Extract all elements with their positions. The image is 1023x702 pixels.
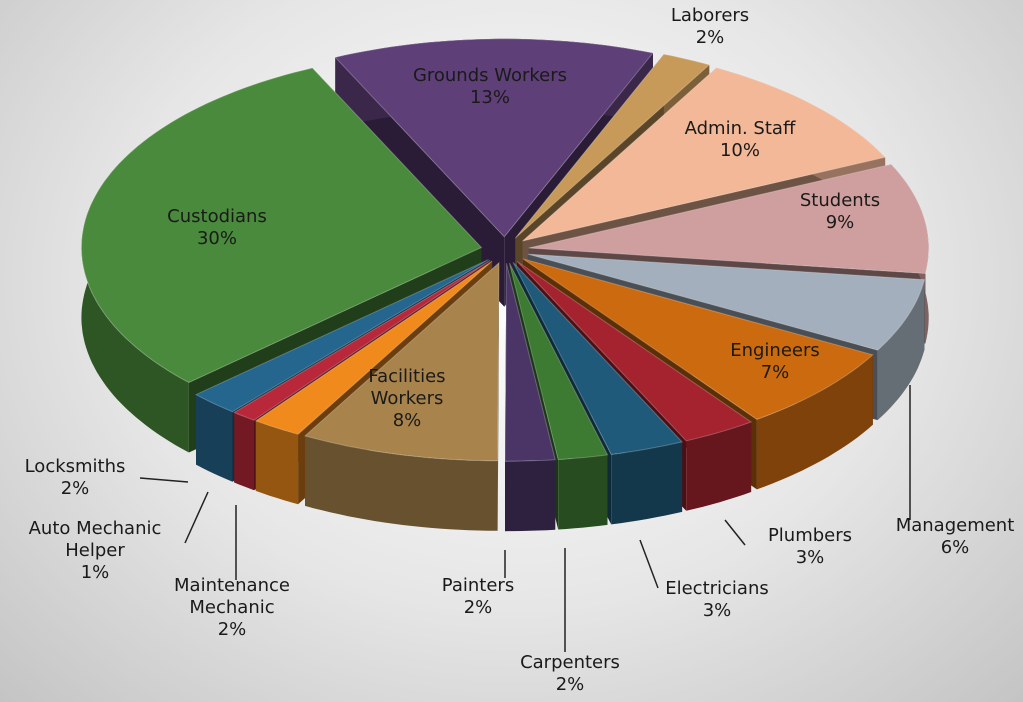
slice-side [686,422,752,511]
slice-side [558,454,608,530]
value-label: 9% [825,212,855,233]
slice [522,67,887,242]
leader-line [724,519,746,546]
slice [522,258,874,420]
slice-side [305,435,498,531]
category-name: Facilities Workers [368,366,446,409]
value-label: 6% [940,537,970,558]
category-name: Locksmiths [24,456,126,477]
category-name: Custodians [167,206,267,227]
value-label: 30% [196,228,237,249]
slice-label: Facilities Workers 8% [352,366,462,432]
slice [303,261,500,462]
slice-label: Painters 2% [418,575,538,619]
slice-label: Engineers 7% [705,340,845,384]
slice-label: Auto Mechanic Helper 1% [10,518,180,584]
slice-label: Management 6% [885,515,1023,559]
value-label: 3% [795,547,825,568]
slice [194,259,489,413]
category-name: Management [895,515,1015,536]
slice [512,262,684,455]
value-label: 2% [463,597,493,618]
slice-side [255,420,299,505]
slice-label: Locksmiths 2% [10,456,140,500]
slice-side [611,441,683,525]
value-label: 2% [555,674,585,695]
slice [528,163,930,275]
category-name: Electricians [665,578,769,599]
value-label: 2% [695,27,725,48]
value-label: 10% [719,140,760,161]
slice [254,260,493,435]
slice-label: Plumbers 3% [750,525,870,569]
value-label: 2% [217,619,247,640]
leader-line [639,539,659,589]
category-name: Plumbers [767,525,853,546]
slice [508,262,609,461]
category-name: Admin. Staff [684,118,796,139]
category-name: Auto Mechanic Helper [28,518,162,561]
slice-label: Laborers 2% [650,5,770,49]
slice [334,38,654,238]
leader-line [139,477,189,483]
value-label: 8% [392,410,422,431]
category-name: Engineers [730,340,820,361]
slice-side [196,394,233,482]
slice-side [234,412,254,491]
slice [516,260,753,442]
slice-label: Maintenance Mechanic 2% [157,575,307,641]
slice [527,253,926,351]
value-label: 13% [469,87,510,108]
slice-label: Carpenters 2% [500,652,640,696]
category-name: Students [799,190,881,211]
value-label: 1% [80,562,110,583]
value-label: 2% [60,478,90,499]
value-label: 3% [702,600,732,621]
slice-label: Electricians 3% [647,578,787,622]
category-name: Grounds Workers [412,65,568,86]
leader-line [184,491,209,544]
slice-label: Custodians 30% [147,206,287,250]
slice [514,53,711,239]
slice [504,263,556,462]
category-name: Laborers [670,5,750,26]
slice-label: Grounds Workers 13% [390,65,590,109]
slice-side [756,354,873,490]
slice-label: Students 9% [770,190,910,234]
category-name: Painters [441,575,515,596]
slice-side [505,459,556,532]
category-name: Carpenters [520,652,620,673]
slice-side [877,279,925,421]
slice-label: Admin. Staff 10% [660,118,820,162]
value-label: 7% [760,362,790,383]
slice [233,259,491,421]
category-name: Maintenance Mechanic [174,575,290,618]
slice [80,67,483,384]
